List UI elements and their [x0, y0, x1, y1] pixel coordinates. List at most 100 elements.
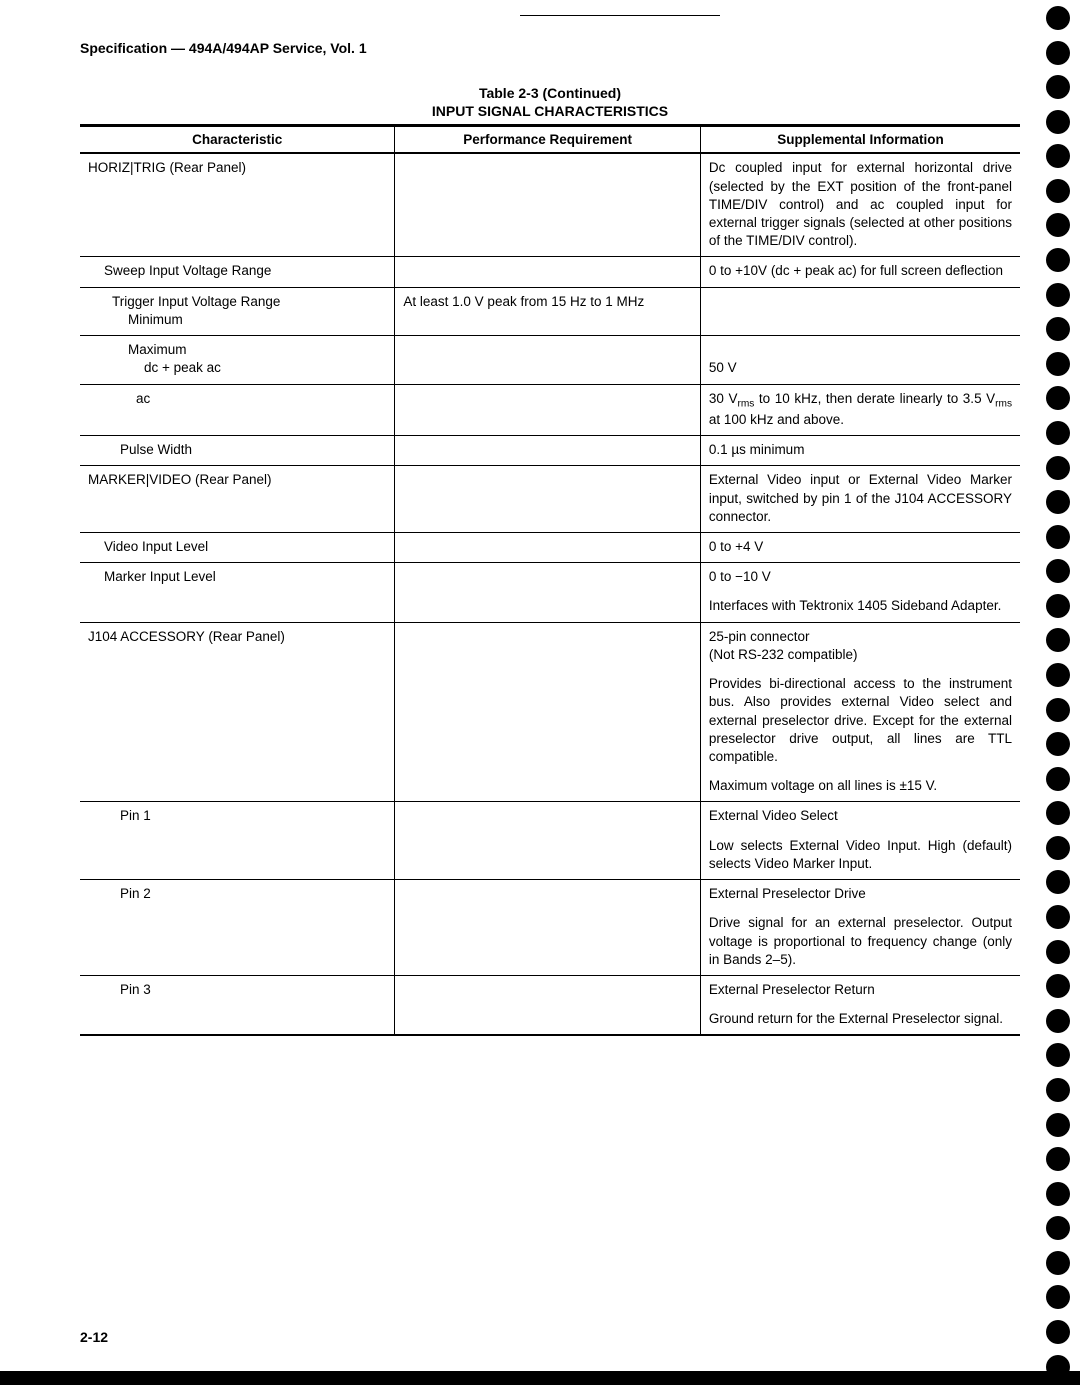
col-supplemental: Supplemental Information [700, 126, 1020, 154]
binding-dot [1046, 870, 1070, 894]
table-row: Maximum dc + peak ac 50 V [80, 336, 1020, 384]
cell-supp: External Video Select [700, 802, 1020, 832]
table-row: MARKER|VIDEO (Rear Panel) External Video… [80, 466, 1020, 533]
table-row: Drive signal for an external preselector… [80, 909, 1020, 975]
cell-char: Maximum dc + peak ac [80, 336, 395, 384]
top-rule [520, 15, 720, 16]
cell-supp: Dc coupled input for external horizontal… [700, 153, 1020, 257]
table-row: Trigger Input Voltage Range Minimum At l… [80, 287, 1020, 335]
binding-dot [1046, 1043, 1070, 1067]
cell-char [80, 592, 395, 622]
cell-char: Pin 2 [80, 880, 395, 910]
cell-char [80, 832, 395, 880]
table-row: Maximum voltage on all lines is ±15 V. [80, 772, 1020, 802]
cell-supp: External Preselector Return [700, 975, 1020, 1005]
cell-supp: Provides bi-directional access to the in… [700, 670, 1020, 772]
cell-char: Pin 1 [80, 802, 395, 832]
table-title-line2: INPUT SIGNAL CHARACTERISTICS [432, 103, 668, 119]
binding-dot [1046, 663, 1070, 687]
table-row: Ground return for the External Preselect… [80, 1005, 1020, 1035]
cell-perf [395, 670, 701, 772]
table-header-row: Characteristic Performance Requirement S… [80, 126, 1020, 154]
binding-dot [1046, 1113, 1070, 1137]
binding-dot [1046, 144, 1070, 168]
cell-char: Marker Input Level [80, 563, 395, 593]
cell-perf [395, 436, 701, 466]
binding-dot [1046, 1285, 1070, 1309]
table-title: Table 2-3 (Continued) INPUT SIGNAL CHARA… [80, 84, 1020, 120]
spec-header: Specification — 494A/494AP Service, Vol.… [80, 40, 1020, 56]
table-row: Pulse Width 0.1 µs minimum [80, 436, 1020, 466]
page: Specification — 494A/494AP Service, Vol.… [0, 0, 1080, 1385]
binding-dot [1046, 6, 1070, 30]
cell-supp: 50 V [700, 336, 1020, 384]
cell-supp: Interfaces with Tektronix 1405 Sideband … [700, 592, 1020, 622]
cell-supp: 0 to +4 V [700, 533, 1020, 563]
cell-perf [395, 1005, 701, 1035]
binding-dot [1046, 1355, 1070, 1379]
cell-supp: 0.1 µs minimum [700, 436, 1020, 466]
binding-dot [1046, 767, 1070, 791]
cell-perf [395, 257, 701, 287]
cell-char [80, 1005, 395, 1035]
cell-perf [395, 466, 701, 533]
cell-char-line2: Minimum [88, 311, 386, 329]
cell-supp: External Video input or External Video M… [700, 466, 1020, 533]
cell-perf [395, 384, 701, 436]
binding-dot [1046, 490, 1070, 514]
binding-dot [1046, 594, 1070, 618]
cell-perf [395, 533, 701, 563]
binding-dot [1046, 836, 1070, 860]
cell-perf: At least 1.0 V peak from 15 Hz to 1 MHz [395, 287, 701, 335]
binding-dot [1046, 352, 1070, 376]
binding-dot [1046, 421, 1070, 445]
binding-dot [1046, 1216, 1070, 1240]
binding-dot [1046, 179, 1070, 203]
cell-char: Sweep Input Voltage Range [80, 257, 395, 287]
binding-dot [1046, 1147, 1070, 1171]
binding-dot [1046, 801, 1070, 825]
cell-perf [395, 772, 701, 802]
binding-dot [1046, 698, 1070, 722]
binding-dot [1046, 628, 1070, 652]
cell-char: J104 ACCESSORY (Rear Panel) [80, 622, 395, 670]
cell-supp: 30 Vrms to 10 kHz, then derate linearly … [700, 384, 1020, 436]
cell-supp: Maximum voltage on all lines is ±15 V. [700, 772, 1020, 802]
binding-holes [1046, 6, 1074, 1379]
cell-perf [395, 832, 701, 880]
binding-dot [1046, 525, 1070, 549]
cell-perf [395, 975, 701, 1005]
cell-supp: 0 to +10V (dc + peak ac) for full screen… [700, 257, 1020, 287]
cell-perf [395, 336, 701, 384]
table-row: Interfaces with Tektronix 1405 Sideband … [80, 592, 1020, 622]
cell-char [80, 909, 395, 975]
table-row: Sweep Input Voltage Range 0 to +10V (dc … [80, 257, 1020, 287]
table-row: Low selects External Video Input. High (… [80, 832, 1020, 880]
binding-dot [1046, 110, 1070, 134]
binding-dot [1046, 456, 1070, 480]
binding-dot [1046, 974, 1070, 998]
cell-char-line1: Maximum [88, 341, 386, 359]
table-row: Provides bi-directional access to the in… [80, 670, 1020, 772]
cell-char-line1: Trigger Input Voltage Range [88, 293, 386, 311]
cell-char: Pulse Width [80, 436, 395, 466]
binding-dot [1046, 1009, 1070, 1033]
binding-dot [1046, 317, 1070, 341]
cell-char: MARKER|VIDEO (Rear Panel) [80, 466, 395, 533]
table-row: Pin 3 External Preselector Return [80, 975, 1020, 1005]
binding-dot [1046, 559, 1070, 583]
table-row: Pin 1 External Video Select [80, 802, 1020, 832]
binding-dot [1046, 732, 1070, 756]
binding-dot [1046, 386, 1070, 410]
binding-dot [1046, 1251, 1070, 1275]
cell-perf [395, 592, 701, 622]
spec-table: Characteristic Performance Requirement S… [80, 124, 1020, 1036]
table-row: Video Input Level 0 to +4 V [80, 533, 1020, 563]
table-row: HORIZ|TRIG (Rear Panel) Dc coupled input… [80, 153, 1020, 257]
cell-perf [395, 563, 701, 593]
table-row: Marker Input Level 0 to −10 V [80, 563, 1020, 593]
cell-supp: Drive signal for an external preselector… [700, 909, 1020, 975]
page-number: 2-12 [80, 1329, 108, 1345]
table-row: J104 ACCESSORY (Rear Panel) 25-pin conne… [80, 622, 1020, 670]
table-row: Pin 2 External Preselector Drive [80, 880, 1020, 910]
